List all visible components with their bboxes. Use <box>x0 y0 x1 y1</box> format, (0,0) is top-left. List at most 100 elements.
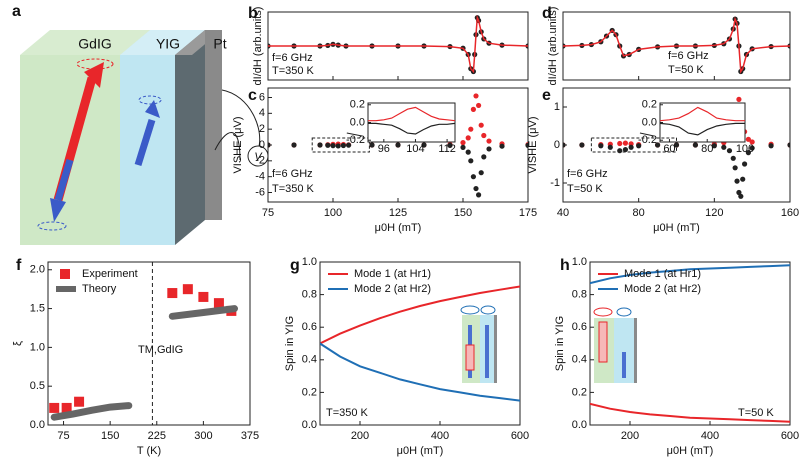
marker <box>476 102 482 109</box>
legend-label: Mode 1 (at Hr1) <box>354 268 431 280</box>
x-tick-label: 96 <box>378 143 390 155</box>
plot <box>267 11 529 81</box>
marker <box>730 155 736 161</box>
panel-label: a <box>12 3 21 20</box>
x-tick-label: 75 <box>57 430 69 442</box>
axes-frame <box>47 261 251 426</box>
y-axis-label: Spin in YIG <box>284 316 296 371</box>
series-line <box>590 264 790 285</box>
marker <box>486 138 492 144</box>
meter-label: V <box>254 151 263 163</box>
plot: 75 100 125 150 175 -6 -4 -2 0 2 4 6 <box>255 87 537 219</box>
marker <box>745 150 751 156</box>
y-tick-label: 1.5 <box>30 302 45 314</box>
annotation: f=6 GHz <box>668 50 709 62</box>
marker <box>486 146 492 152</box>
marker <box>740 176 746 182</box>
marker <box>330 143 336 149</box>
y-axis-label: dI/dH (arb.units) <box>547 7 559 86</box>
arrow-head <box>50 198 66 222</box>
inset-bg <box>368 103 455 142</box>
marker <box>745 136 751 142</box>
zoom-box <box>590 137 677 153</box>
zoom-arrow <box>639 132 655 137</box>
gdig-top <box>20 30 150 55</box>
y-tick-label: 0.0 <box>572 419 587 431</box>
marker <box>617 148 623 154</box>
legend-swatch <box>60 269 70 279</box>
pt <box>494 315 497 383</box>
x-tick-label: 150 <box>101 430 119 442</box>
marker <box>749 145 755 151</box>
marker <box>628 144 634 150</box>
marker <box>421 142 427 148</box>
y-tick-label: 0.0 <box>30 419 45 431</box>
series-group <box>320 285 520 402</box>
series-line <box>320 342 520 402</box>
series-line <box>590 402 790 423</box>
marker <box>198 291 209 302</box>
x-tick-label: 200 <box>621 430 639 442</box>
marker <box>478 122 484 128</box>
annotation: T=50 K <box>567 183 603 195</box>
y-axis-label: ξ <box>12 341 24 346</box>
legend-label: Experiment <box>82 268 138 280</box>
marker <box>470 106 476 112</box>
marker <box>481 154 487 160</box>
y-tick-label: 2 <box>259 123 265 135</box>
series-line <box>660 106 745 122</box>
x-tick-label: 100 <box>324 207 342 219</box>
x-tick-label: 400 <box>701 430 719 442</box>
marker <box>787 142 790 148</box>
marker <box>579 142 585 148</box>
annotation: f=6 GHz <box>567 168 608 180</box>
x-axis-label: μ0H (mT) <box>653 222 700 234</box>
series-group <box>49 284 238 421</box>
x-tick-label: 375 <box>241 430 259 442</box>
marker <box>636 143 642 149</box>
panel-label: f <box>16 257 22 274</box>
x-tick-label: 120 <box>705 207 723 219</box>
y-tick-label: 0.4 <box>302 354 317 366</box>
legend-label: Mode 2 (at Hr2) <box>624 283 701 295</box>
y-tick-label: 0.2 <box>642 99 657 111</box>
marker <box>726 148 733 154</box>
inset-bg <box>660 103 745 142</box>
yig-front <box>120 55 175 245</box>
y-tick-label: 1 <box>554 101 560 113</box>
x-tick-label: 600 <box>781 430 799 442</box>
marker <box>468 158 474 164</box>
legend-label: Theory <box>82 283 117 295</box>
marker <box>291 142 297 148</box>
wire <box>214 89 261 161</box>
panel-label: g <box>290 257 300 274</box>
y-tick-label: 1.0 <box>30 341 45 353</box>
precession <box>138 95 162 105</box>
marker <box>711 143 717 149</box>
y-tick-label: 0.2 <box>572 386 587 398</box>
zoom-box <box>311 137 370 153</box>
series-line <box>660 122 745 136</box>
y-axis-label: Spin in YIG <box>554 316 566 371</box>
pt-front <box>205 30 222 220</box>
x-tick-label: 80 <box>701 143 713 155</box>
x-tick-label: 175 <box>519 207 537 219</box>
series-group <box>563 16 790 75</box>
series-line <box>268 14 528 74</box>
y-axis-label: VISHE (μV) <box>232 116 244 173</box>
marker <box>395 142 401 148</box>
x-axis-label: T (K) <box>137 445 161 457</box>
legend-label: Mode 1 (at Hr1) <box>624 268 701 280</box>
marker <box>473 93 479 99</box>
y-tick-label: 0.2 <box>302 386 317 398</box>
x-tick-label: 60 <box>663 143 675 155</box>
y-tick-label: 0 <box>554 139 560 151</box>
layer-label: YIG <box>156 36 180 52</box>
marker <box>268 142 271 148</box>
annotation: T=50 K <box>668 64 704 76</box>
series-group <box>268 14 528 75</box>
y-tick-label: 0 <box>259 139 265 151</box>
marker <box>742 161 748 167</box>
panel-label: e <box>542 87 551 104</box>
marker <box>340 142 346 149</box>
